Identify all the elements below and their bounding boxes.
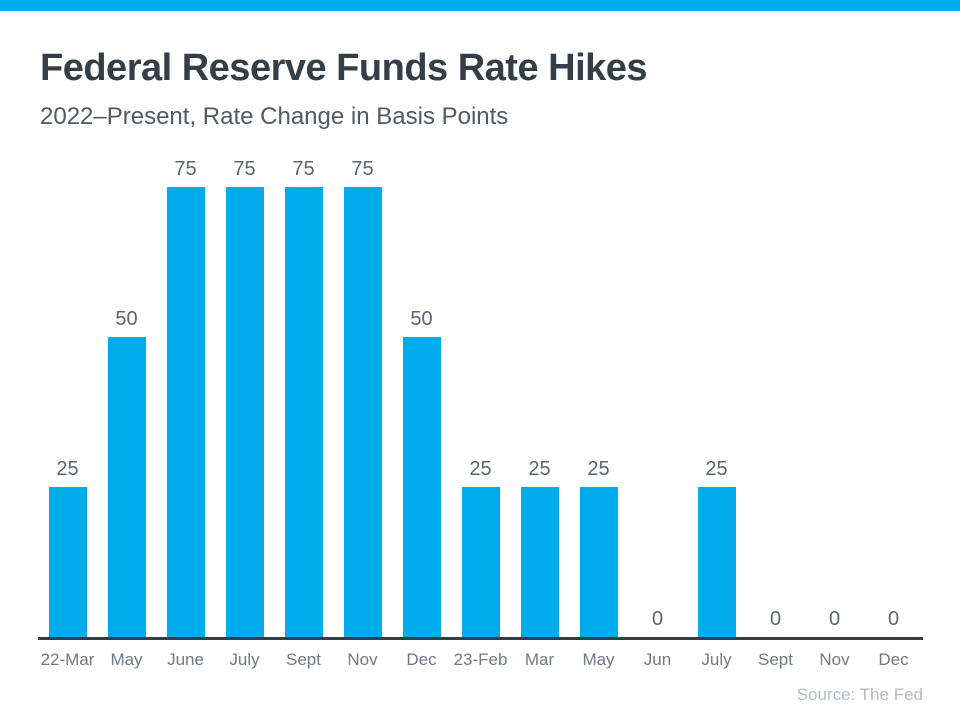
bar: [166, 187, 205, 638]
bar: [284, 187, 323, 638]
x-axis-labels: 22-Mar May June July Sept Nov Dec 23-Feb Mar May J…: [38, 640, 923, 670]
bar-column: 0: [805, 155, 864, 637]
x-axis-tick-label: Nov: [819, 650, 850, 670]
bar-column: 75: [274, 155, 333, 638]
bar-column: 0: [746, 155, 805, 637]
bar-column: 75: [156, 155, 215, 638]
x-axis-tick-label: Dec: [406, 650, 437, 670]
bar-value-label: 0: [887, 608, 900, 631]
x-axis-tick-label: Dec: [878, 650, 909, 670]
bar-column: 75: [333, 155, 392, 638]
source-attribution: Source: The Fed: [796, 684, 923, 704]
page-title: Federal Reserve Funds Rate Hikes: [40, 47, 648, 89]
bar-column: 50: [97, 155, 156, 638]
bar: [402, 337, 441, 638]
bar: [343, 187, 382, 638]
bar-column: 0: [864, 155, 923, 637]
bar-column: 25: [687, 155, 746, 638]
bar-value-label: 0: [651, 608, 664, 631]
bar-column: 0: [628, 155, 687, 637]
bar-column: 25: [451, 155, 510, 638]
bar: [697, 487, 736, 638]
x-axis-tick-label: Nov: [347, 650, 378, 670]
bar-column: 25: [569, 155, 628, 638]
bar-chart-plot-area: 25 50 75 75 75 75 50 25 25 25 0 25 0 0 0: [38, 155, 923, 638]
bar-value-label: 25: [705, 458, 728, 481]
x-axis-line: [38, 637, 923, 641]
bar: [520, 487, 559, 638]
bar-value-label: 0: [769, 608, 782, 631]
bar-column: 25: [510, 155, 569, 638]
top-accent-banner: [0, 0, 960, 11]
x-axis-tick-label: June: [167, 650, 204, 670]
bar-chart: 25 50 75 75 75 75 50 25 25 25 0 25 0 0 0 22-Mar May June…: [38, 155, 923, 670]
x-axis-tick-label: July: [229, 650, 260, 670]
bar-value-label: 25: [469, 458, 492, 481]
bar-value-label: 25: [528, 458, 551, 481]
bar-column: 75: [215, 155, 274, 638]
bar-value-label: 75: [174, 158, 197, 181]
bar-value-label: 25: [56, 458, 79, 481]
bar-value-label: 25: [587, 458, 610, 481]
x-axis-tick-label: May: [110, 650, 143, 670]
x-axis-tick-label: 22-Mar: [40, 650, 95, 670]
x-axis-tick-label: 23-Feb: [453, 650, 508, 670]
bar: [48, 487, 87, 638]
bar-value-label: 0: [828, 608, 841, 631]
x-axis-tick-label: July: [701, 650, 732, 670]
bar-value-label: 50: [115, 308, 138, 331]
x-axis-tick-label: Sept: [286, 650, 321, 670]
bar-value-label: 75: [351, 158, 374, 181]
bar-column: 25: [38, 155, 97, 638]
bar: [579, 487, 618, 638]
bar: [225, 187, 264, 638]
x-axis-tick-label: Jun: [643, 650, 672, 670]
chart-header: Federal Reserve Funds Rate Hikes 2022–Pr…: [0, 11, 960, 131]
bar-value-label: 50: [410, 308, 433, 331]
bar: [461, 487, 500, 638]
x-axis-tick-label: Sept: [758, 650, 793, 670]
bar-value-label: 75: [233, 158, 256, 181]
bar: [107, 337, 146, 638]
page-subtitle: 2022–Present, Rate Change in Basis Point…: [40, 102, 509, 130]
bar-value-label: 75: [292, 158, 315, 181]
bar-column: 50: [392, 155, 451, 638]
x-axis-tick-label: Mar: [524, 650, 555, 670]
x-axis-tick-label: May: [582, 650, 615, 670]
